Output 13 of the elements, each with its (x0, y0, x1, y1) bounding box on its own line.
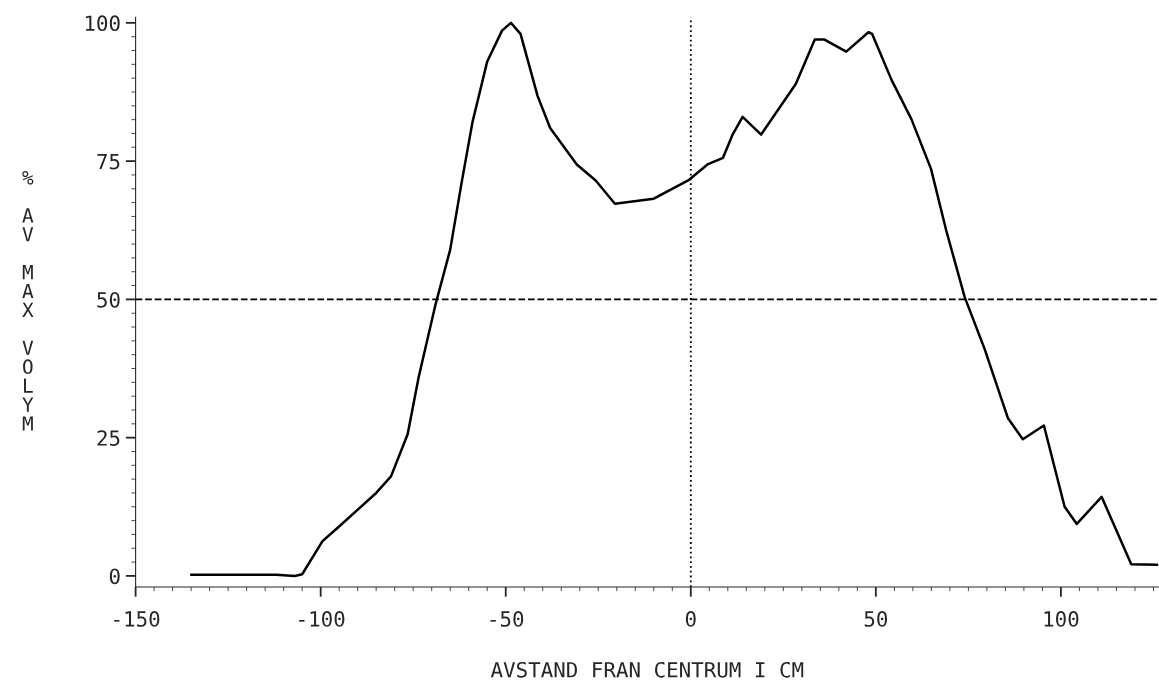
y-tick-label: 75 (97, 153, 120, 170)
x-tick-label: 50 (864, 611, 888, 627)
x-axis-title: AVSTAND FRAN CENTRUM I CM (490, 661, 804, 678)
y-tick-label: 100 (85, 15, 120, 32)
y-tick-label: 25 (97, 430, 120, 446)
x-tick-label: -150 (114, 611, 160, 627)
x-tick-label: -50 (490, 611, 524, 627)
text: % AV MAX VOLYM (22, 170, 34, 431)
y-tick-label: 0 (109, 568, 120, 585)
x-tick-label: -100 (299, 611, 345, 627)
x-tick-label: 0 (685, 611, 696, 627)
y-tick-label: 50 (97, 291, 120, 308)
x-tick-label: 100 (1044, 611, 1079, 627)
